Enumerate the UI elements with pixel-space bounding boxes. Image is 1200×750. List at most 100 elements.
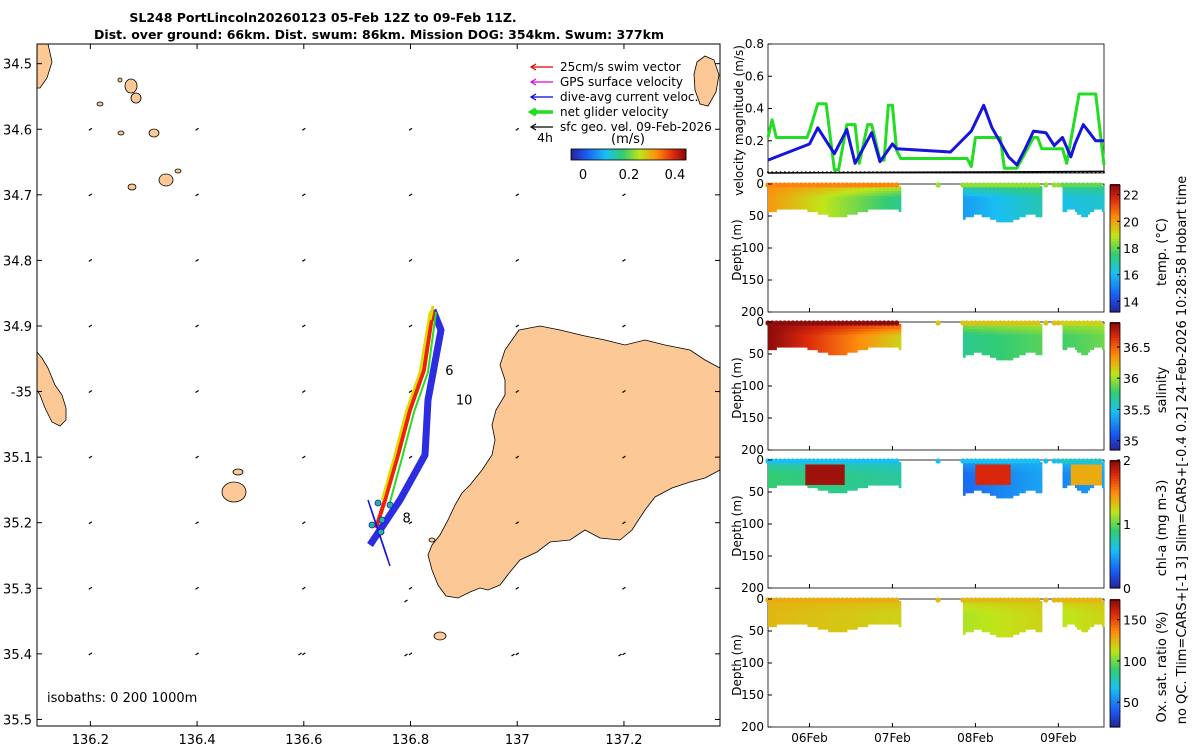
section-cell: [821, 472, 825, 476]
section-cell: [1095, 461, 1099, 466]
track-point: [378, 516, 386, 524]
section-cell: [1074, 467, 1078, 471]
section-cell: [1025, 208, 1028, 213]
section-cell: [1081, 487, 1084, 491]
section-cell: [784, 474, 788, 478]
section-cell: [1002, 341, 1006, 345]
section-cell: [790, 479, 794, 483]
surface-dot: [1080, 182, 1086, 188]
section-cell: [985, 334, 989, 338]
section-cell: [1095, 464, 1099, 468]
section-cell: [981, 331, 985, 335]
section-cell: [811, 336, 815, 340]
section-cell: [992, 329, 995, 333]
section-cell: [768, 201, 771, 205]
section-cell: [1062, 326, 1066, 330]
section-cell: [971, 464, 974, 468]
section-cell: [807, 198, 811, 202]
section-cell: [894, 339, 898, 343]
section-cell: [1016, 214, 1020, 218]
section-cell: [981, 193, 985, 197]
section-cell: [844, 469, 848, 473]
section-cell: [1025, 467, 1028, 471]
section-cell: [815, 461, 819, 466]
section-cell: [817, 626, 821, 630]
section-cell: [1083, 323, 1086, 328]
surface-dot: [1051, 182, 1057, 188]
section-cell: [830, 608, 833, 612]
sfc-marker: [1069, 171, 1072, 174]
section-cell: [1033, 341, 1037, 345]
section-cell: [1031, 461, 1035, 466]
section-cell: [884, 341, 887, 345]
section-cell: [979, 464, 983, 468]
section-cell: [834, 464, 838, 468]
section-cell: [983, 334, 987, 338]
section-cell: [894, 196, 898, 200]
section-cell: [838, 208, 842, 213]
surface-dot: [831, 458, 837, 464]
section-cell: [998, 474, 1001, 478]
sfc-marker: [817, 171, 820, 174]
section-cell: [815, 464, 819, 468]
section-cell: [1039, 472, 1043, 476]
section-cell: [770, 206, 773, 210]
section-cell: [977, 487, 981, 491]
section-cell: [979, 339, 983, 343]
section-cell: [1021, 193, 1024, 197]
section-cell: [1004, 203, 1008, 207]
section-cell: [973, 479, 977, 483]
section-cell: [884, 198, 887, 202]
section-cell: [1006, 352, 1010, 356]
section-cell: [1023, 464, 1026, 468]
section-cell: [859, 208, 862, 213]
section-cell: [859, 346, 862, 351]
section-colorbar-cell: [1110, 386, 1120, 390]
section-cell: [1072, 323, 1076, 328]
section-cell: [794, 188, 798, 192]
section-cell: [811, 469, 815, 473]
section-cell: [803, 185, 806, 190]
section-cell: [1101, 477, 1105, 481]
section-cell: [834, 193, 838, 197]
section-cell: [1077, 188, 1080, 192]
section-cell: [1025, 198, 1028, 202]
section-cell: [842, 211, 846, 215]
section-cell: [813, 467, 817, 471]
section-cell: [882, 469, 885, 473]
section-cell: [772, 608, 775, 612]
section-cell: [1099, 482, 1103, 486]
section-cell: [1000, 191, 1003, 195]
section-cell: [987, 477, 991, 481]
section-cell: [1072, 198, 1076, 202]
section-cell: [846, 331, 850, 335]
section-cell: [828, 191, 831, 195]
section-cell: [985, 323, 989, 328]
land-islet: [124, 78, 138, 94]
section-cell: [1101, 346, 1105, 351]
land-west-island: [36, 350, 67, 427]
colorbar-tick-label: 0.2: [619, 168, 640, 183]
section-cell: [1037, 211, 1041, 215]
isobath-mark: [298, 652, 302, 656]
section-cell: [792, 203, 796, 207]
section-cell: [1021, 477, 1024, 481]
section-cell: [1079, 323, 1082, 328]
section-cell: [1066, 336, 1070, 340]
section-cell: [792, 474, 796, 478]
section-cell: [768, 469, 771, 473]
section-cell: [869, 469, 873, 473]
sfc-marker: [1090, 171, 1093, 174]
surface-dot: [1080, 458, 1086, 464]
section-colorbar-cell: [1110, 442, 1120, 446]
section-cell: [1000, 208, 1003, 213]
section-cell: [1031, 479, 1035, 483]
section-cell: [1083, 211, 1086, 215]
section-cell: [826, 323, 829, 328]
section-cell: [1087, 482, 1091, 486]
section-cell: [1097, 331, 1101, 335]
section-cell: [996, 495, 999, 499]
section-cell: [1087, 467, 1091, 471]
map-x-tick-label: 137.2: [605, 733, 642, 748]
